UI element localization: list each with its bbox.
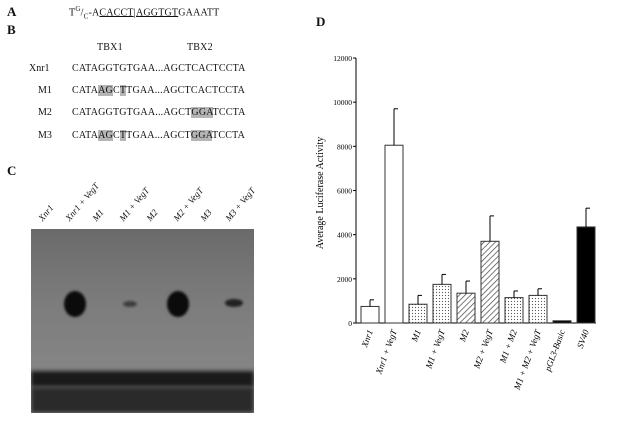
seq-dots: ... — [155, 107, 164, 118]
consensus-sup: G — [75, 5, 81, 13]
bar — [360, 305, 380, 324]
y-tick-label: 12000 — [333, 54, 352, 63]
sequence-row-m1: CATAAGCTTGAA...AGCTCACTCCTA — [72, 85, 245, 96]
bars — [360, 144, 596, 324]
bar — [384, 144, 404, 324]
row-label-m1: M1 — [38, 85, 52, 96]
mutated-bases: GGA — [190, 130, 213, 141]
x-tick-label: M1 — [409, 328, 423, 344]
consensus-prefix: T — [69, 7, 76, 19]
x-tick-label: Xnr1 + VegT — [373, 327, 399, 376]
panel-d-label: D — [316, 14, 326, 29]
seq-part: C — [112, 85, 120, 96]
sequence-row-xnr1: CATAGGTGTGAA...AGCTCACTCCTA — [72, 63, 246, 74]
mutated-bases: AG — [98, 130, 113, 141]
y-tick-label: 8000 — [337, 142, 352, 151]
consensus-part-b: CACCT — [99, 7, 134, 19]
consensus-sub: C — [83, 12, 89, 21]
seq-tbx2: AGCTCACTCCTA — [163, 63, 246, 74]
y-tick-label: 10000 — [333, 98, 352, 107]
seq-part: AGCT — [162, 130, 191, 141]
consensus-part-d: GAAATT — [178, 7, 220, 19]
shifted-band-xnr1-vegt — [64, 291, 86, 317]
lane-label-xnr1: Xnr1 — [36, 202, 56, 223]
bar — [504, 297, 524, 324]
lane-label-m1: M1 — [90, 207, 106, 223]
luciferase-bar-chart: Average Luciferase Activity 0 2000 4000 600… — [315, 54, 596, 392]
y-tick-label: 4000 — [337, 231, 352, 240]
panel-a-label: A — [7, 4, 17, 19]
seq-part: AGCT — [163, 107, 192, 118]
bar — [432, 283, 452, 324]
seq-dots: ... — [154, 85, 163, 96]
consensus-part-c: AGGTGT — [135, 7, 179, 19]
mutated-bases: T — [119, 130, 127, 141]
bar — [552, 320, 572, 324]
shifted-band-m1-vegt — [123, 301, 137, 307]
seq-tbx1: CATAGGTGTGAA — [72, 63, 156, 74]
sequence-row-m3: CATAAGCTTGAA...AGCTGGATCCTA — [72, 130, 245, 141]
header-tbx2: TBX2 — [187, 42, 213, 53]
lane-label-m3: M3 — [198, 207, 214, 223]
panel-b-label: B — [7, 22, 16, 37]
mutated-bases: AG — [98, 85, 113, 96]
gel-image — [31, 229, 254, 413]
sequence-row-m2: CATAGGTGTGAA...AGCTGGATCCTA — [72, 107, 246, 118]
consensus-part-a: -A — [88, 7, 100, 19]
bar — [576, 226, 596, 324]
y-tick-label: 6000 — [337, 187, 352, 196]
seq-part: TGAA — [126, 130, 155, 141]
y-axis-title: Average Luciferase Activity — [315, 137, 326, 250]
header-tbx1: TBX1 — [97, 42, 123, 53]
y-ticks: 0 2000 4000 6000 8000 10000 12000 — [333, 54, 356, 328]
lane-label-m3-vegt: M3 + VegT — [223, 185, 258, 223]
row-label-xnr1: Xnr1 — [29, 63, 50, 74]
bar — [408, 303, 428, 324]
mutated-bases: T — [119, 85, 127, 96]
seq-part: TCCTA — [212, 130, 246, 141]
shifted-band-m3-vegt — [225, 299, 243, 307]
seq-tbx1: CATAGGTGTGAA — [72, 107, 156, 118]
error-bars — [369, 108, 590, 307]
y-tick-label: 0 — [348, 319, 352, 328]
consensus-slash: / — [80, 7, 84, 19]
seq-tbx2: AGCTCACTCCTA — [162, 85, 246, 96]
bar — [528, 294, 548, 324]
consensus-sequence: TG/C-ACACCT|AGGTGTGAAATT — [69, 5, 219, 20]
free-probe-bands — [31, 371, 254, 387]
x-tick-label: SV40 — [575, 328, 591, 350]
seq-part: TCCTA — [212, 107, 246, 118]
x-tick-label: Xnr1 — [359, 328, 375, 349]
seq-dots: ... — [154, 130, 163, 141]
panel-c-label: C — [7, 163, 17, 178]
shifted-band-m2-vegt — [167, 291, 189, 317]
free-probe-bottom — [31, 387, 254, 413]
row-label-m3: M3 — [38, 130, 52, 141]
y-tick-label: 2000 — [337, 275, 352, 284]
mutated-bases: GGA — [191, 107, 213, 118]
bar — [480, 240, 500, 324]
row-label-m2: M2 — [38, 107, 52, 118]
seq-part: CATA — [72, 130, 99, 141]
consensus-separator: | — [133, 7, 136, 19]
seq-part: TGAA — [126, 85, 155, 96]
seq-part: C — [112, 130, 120, 141]
x-tick-label: M1 + VegT — [423, 327, 447, 370]
bar — [456, 292, 476, 324]
seq-part: CATA — [72, 85, 99, 96]
x-tick-label: M1 + M2 — [497, 328, 519, 365]
seq-dots: ... — [155, 63, 164, 74]
x-tick-label: pGL3-Basic — [542, 328, 567, 373]
lane-label-m2: M2 — [144, 207, 160, 223]
x-tick-label: M2 + VegT — [471, 327, 495, 370]
x-tick-label: M2 — [457, 328, 471, 344]
